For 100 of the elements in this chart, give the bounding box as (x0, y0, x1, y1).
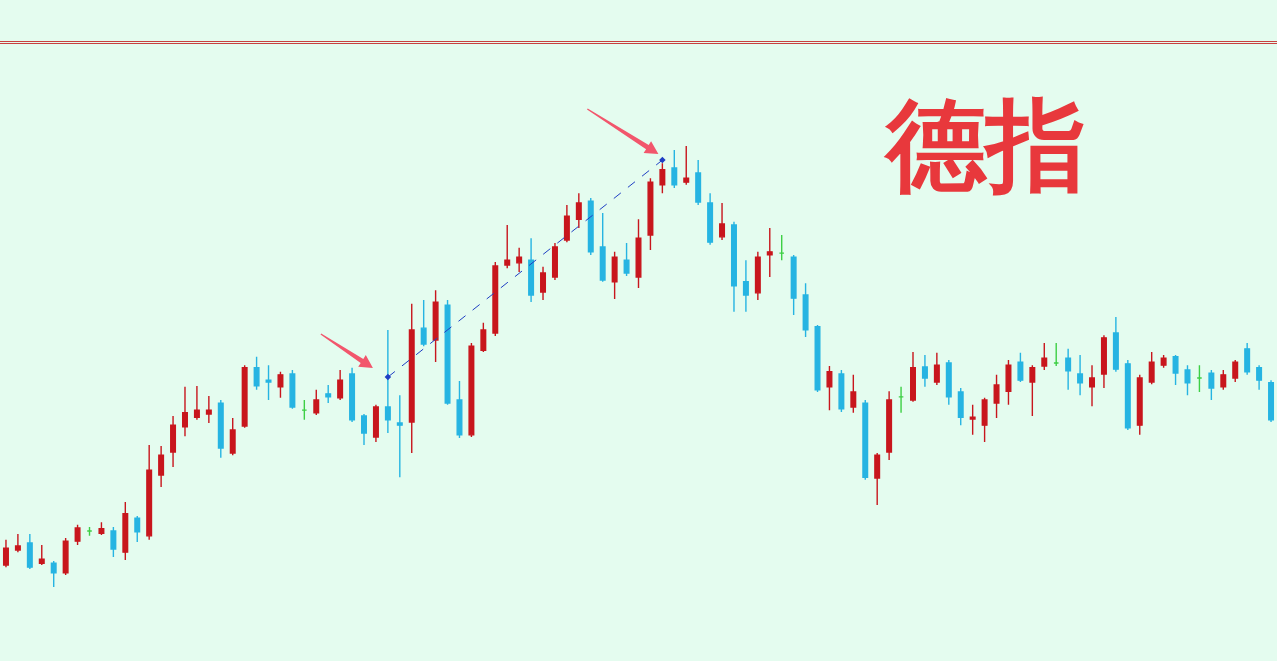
candlestick (408, 303, 415, 454)
candlestick (778, 234, 785, 261)
candlestick (874, 452, 881, 506)
candlestick (1005, 359, 1012, 406)
candlestick (205, 395, 212, 424)
candlestick (361, 413, 367, 446)
candlestick (1220, 369, 1227, 391)
candlestick (838, 369, 845, 413)
candlestick (1053, 342, 1060, 367)
candlestick (742, 259, 749, 313)
candlestick (587, 197, 594, 256)
candlestick (945, 359, 952, 406)
candlestick (802, 282, 809, 338)
candlestick (86, 526, 93, 537)
candlestick (814, 324, 821, 393)
candlestick (707, 192, 714, 246)
candlestick (647, 177, 654, 251)
candlestick (754, 251, 761, 301)
candlestick (62, 537, 69, 576)
candlestick (981, 397, 988, 443)
candlestick (504, 224, 511, 269)
candlestick (766, 227, 773, 278)
candlestick (1160, 354, 1167, 369)
candlestick (349, 367, 356, 423)
candlestick (1148, 351, 1155, 385)
candlestick (719, 202, 726, 241)
candlestick (456, 380, 463, 439)
candlestick (528, 237, 535, 303)
candlestick (372, 404, 379, 443)
candlestick (683, 145, 690, 186)
candlestick (1208, 369, 1215, 401)
candlestick (635, 218, 642, 289)
candlestick (1089, 364, 1096, 407)
candlestick (599, 212, 606, 283)
chart-title: 德指 (882, 87, 1086, 205)
candlestick (695, 159, 702, 206)
candlestick (910, 351, 916, 403)
candlestick (480, 322, 487, 353)
candlestick (611, 251, 618, 300)
candlestick (134, 515, 141, 543)
candlestick (1232, 359, 1239, 383)
candlestick (265, 364, 272, 401)
candlestick (921, 354, 928, 388)
candlestick (516, 247, 523, 273)
candlestick (181, 386, 188, 437)
candlestick (325, 384, 332, 404)
candlestick (301, 399, 308, 421)
candlestick (563, 204, 570, 243)
candlestick (241, 364, 248, 429)
candlestick (313, 389, 320, 416)
candlestick (969, 404, 976, 436)
candlestick (146, 444, 153, 541)
candlestick (623, 242, 630, 277)
candlestick (1184, 364, 1191, 396)
candlestick (1256, 364, 1263, 391)
candlestick (337, 369, 344, 401)
candlestick (575, 192, 582, 229)
candlestick (217, 399, 224, 459)
candlestick (551, 242, 558, 281)
candlestick (862, 399, 869, 481)
candlestick (886, 390, 893, 461)
candlestick (850, 374, 857, 414)
candlestick (110, 526, 117, 558)
candlestick (2, 539, 9, 568)
candlestick (1172, 354, 1179, 386)
candlestick (1065, 348, 1072, 391)
candlestick (170, 415, 177, 468)
candlestick (826, 365, 833, 411)
candlestick (540, 266, 547, 301)
candlestick (193, 385, 200, 421)
candlestick (1136, 374, 1143, 436)
candlestick (898, 386, 905, 414)
candlestick (993, 374, 1000, 419)
candlestick (74, 524, 81, 546)
candlestick (14, 533, 21, 553)
candlestick (444, 299, 451, 406)
candlestick (420, 299, 427, 347)
candlestick (98, 521, 105, 536)
candlestick (122, 501, 129, 561)
candlestick (1196, 364, 1203, 393)
candlestick (229, 417, 236, 456)
candlestick (671, 149, 678, 189)
candlestick (38, 544, 45, 566)
candlestick (730, 221, 737, 313)
candlestick (289, 369, 296, 410)
candlestick (50, 560, 57, 588)
candlestick (492, 261, 499, 337)
candlestick (933, 352, 940, 386)
candlestick (277, 371, 284, 399)
candlestick (1124, 359, 1131, 431)
candlestick (1100, 334, 1107, 389)
candlestick (432, 289, 439, 363)
candlestick (468, 342, 475, 438)
candlestick (1244, 342, 1251, 376)
candlestick (957, 387, 964, 426)
candlestick (396, 394, 403, 478)
candlestick (1029, 364, 1036, 417)
candlestick (1112, 316, 1119, 373)
candlestick (1077, 354, 1084, 396)
candlestick (26, 533, 33, 570)
